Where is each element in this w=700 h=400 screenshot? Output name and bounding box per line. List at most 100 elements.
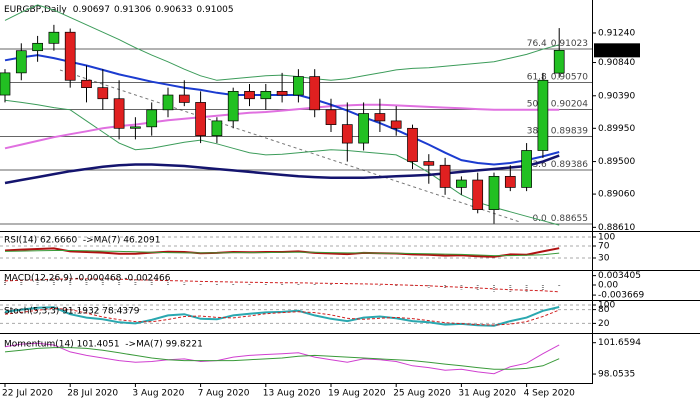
candle-body (358, 113, 369, 144)
y-tick-label: 0.89060 (598, 190, 635, 200)
candle-body (521, 150, 532, 188)
fib-label: 38.2 0.89839 (527, 126, 589, 136)
candle-body (504, 175, 516, 188)
candle-body (130, 126, 141, 129)
candle-body (0, 72, 11, 96)
low-value: 0.90633 (155, 5, 192, 15)
x-tick-label: 28 Jul 2020 (67, 389, 118, 399)
candle-body (81, 79, 92, 89)
fib-level: 76.4 (527, 39, 547, 49)
fib-level: 50.0 (527, 99, 547, 109)
candle-body (48, 31, 60, 44)
trend-line (59, 69, 521, 223)
candle-body (260, 90, 272, 100)
y-tick-label: 0.003405 (598, 271, 641, 281)
y-tick-label: 100 (598, 301, 615, 311)
candle-body (390, 120, 402, 129)
high-value: 0.91306 (114, 5, 151, 15)
fib-level: 61.8 (527, 72, 547, 82)
candle-body (325, 109, 337, 125)
x-tick-label: 31 Aug 2020 (458, 389, 516, 399)
candle-body (276, 90, 288, 96)
fib-value: 0.90570 (551, 72, 588, 82)
y-tick-label: 0.90840 (598, 58, 635, 68)
fib-value: 0.90204 (551, 99, 588, 109)
x-tick-label: 13 Aug 2020 (263, 389, 321, 399)
panel-label: MACD(12,26,9) -0.000468 -0.002466 (4, 274, 171, 284)
candle-body (97, 87, 109, 100)
fib-label: 0.0 0.88655 (532, 214, 588, 224)
candle-body (423, 161, 435, 166)
fib-value: 0.89839 (551, 126, 588, 136)
y-tick-label: 0.88610 (598, 223, 635, 233)
fib-label: 50.0 0.90204 (527, 99, 589, 109)
panel-label: Momentum(14) 101.4051 ->MA(7) 99.8221 (4, 340, 203, 350)
candle-body (309, 76, 321, 111)
fib-value: 0.91023 (551, 39, 588, 49)
fib-value: 0.89386 (551, 159, 588, 169)
indicator-line (4, 250, 560, 257)
candle-body (32, 42, 43, 52)
y-tick-label: 80 (598, 305, 610, 315)
candle-body (439, 164, 451, 188)
candle-body (195, 102, 206, 137)
indicator-line (4, 342, 560, 375)
candle-body (64, 31, 76, 81)
candle-body (146, 109, 158, 128)
fib-label: 61.8 0.90570 (527, 72, 589, 82)
candle-body (244, 90, 255, 100)
x-tick-label: 19 Aug 2020 (328, 389, 386, 399)
open-value: 0.90697 (73, 5, 110, 15)
y-tick-label: -0.003669 (598, 291, 644, 301)
x-tick-label: 25 Aug 2020 (393, 389, 451, 399)
y-tick-label: 20 (598, 319, 610, 329)
indicator-line (4, 307, 560, 326)
overlay-line (4, 154, 560, 185)
candle-body (456, 179, 467, 188)
candle-body (472, 179, 484, 210)
candle-body (211, 120, 223, 137)
panel-label: Stoch(5,3,3) 91.1932 78.4379 (4, 307, 140, 317)
candle-body (293, 76, 304, 96)
overlay-line (4, 103, 560, 150)
candle-body (227, 90, 239, 122)
x-tick-label: 3 Aug 2020 (132, 389, 184, 399)
y-tick-label: 0.89950 (598, 124, 635, 134)
indicator-line (4, 278, 560, 293)
y-tick-label: 0.00 (598, 281, 618, 291)
fib-label: 76.4 0.91023 (527, 39, 588, 49)
candle-body (15, 50, 27, 74)
candle-body (488, 175, 500, 210)
x-tick-label: 4 Sep 2020 (524, 389, 576, 399)
candle-body (178, 94, 190, 103)
y-tick-label: 101.6594 (598, 338, 641, 348)
price-label: 0.91005 (597, 46, 634, 56)
header: EURGBP,Daily 0.90697 0.91306 0.90633 0.91005 (4, 5, 234, 15)
y-tick-label: 100 (598, 233, 615, 243)
price-label-box (594, 43, 640, 58)
x-tick-label: 7 Aug 2020 (198, 389, 250, 399)
indicator-line (4, 347, 560, 370)
y-tick-label: 0.90390 (598, 91, 635, 101)
y-tick-label: 70 (598, 242, 610, 252)
fib-value: 0.88655 (551, 214, 588, 224)
y-tick-label: 0.91240 (598, 28, 635, 38)
candle-body (113, 98, 125, 129)
candle-body (162, 94, 174, 111)
candle-body (341, 124, 353, 144)
y-tick-label: 0.89500 (598, 157, 635, 167)
candle-body (553, 49, 565, 74)
frame (0, 0, 700, 384)
candle-body (374, 113, 386, 122)
y-tick-label: 30 (598, 254, 610, 264)
y-tick-label: 98.0535 (598, 370, 635, 380)
symbol: EURGBP,Daily (4, 5, 67, 15)
fib-level: 0.0 (532, 214, 547, 224)
candle-body (537, 79, 549, 151)
x-tick-label: 22 Jul 2020 (2, 389, 53, 399)
panel-label: RSI(14) 62.6660 ->MA(7) 46.2091 (4, 236, 160, 246)
candle-body (407, 127, 418, 162)
fib-level: 38.2 (527, 126, 547, 136)
close-value: 0.91005 (196, 5, 233, 15)
